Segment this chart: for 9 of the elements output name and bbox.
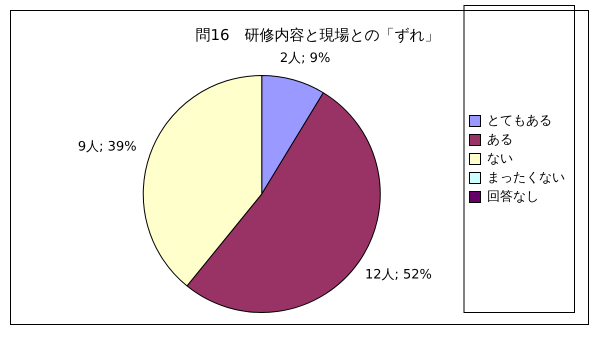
data-label: 12人; 52%: [364, 267, 432, 282]
data-label: 2人; 9%: [280, 51, 330, 66]
legend-label: ある: [487, 132, 513, 148]
data-label: 9人; 39%: [78, 139, 137, 154]
legend-label: ない: [487, 151, 513, 166]
legend-label: 回答なし: [487, 189, 539, 204]
text: 問16 研修内容と現場との「ずれ」: [195, 26, 440, 44]
legend-label: まったくない: [487, 170, 565, 186]
legend-label: とてもある: [487, 113, 552, 128]
